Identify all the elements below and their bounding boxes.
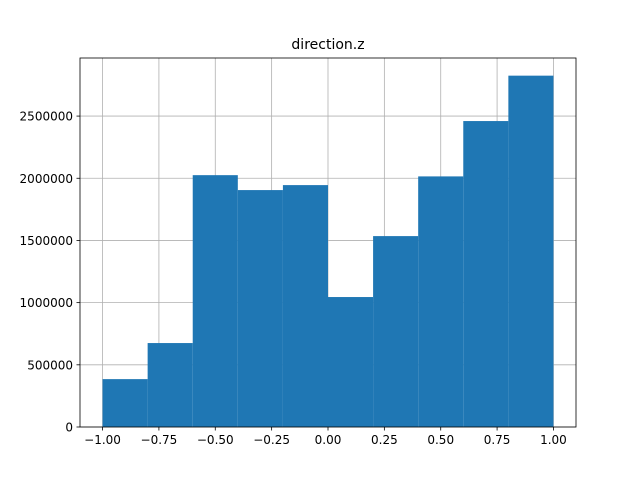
x-tick-label-4: 0.00 <box>315 433 342 447</box>
x-tick-label-2: −0.50 <box>197 433 234 447</box>
y-tick-label-2: 1000000 <box>20 296 73 310</box>
histogram-bar-4 <box>282 185 328 427</box>
histogram-bar-2 <box>192 175 238 427</box>
x-tick-label-6: 0.50 <box>427 433 454 447</box>
histogram-bars <box>102 75 554 428</box>
x-tick-label-8: 1.00 <box>540 433 567 447</box>
histogram-bar-3 <box>237 190 283 427</box>
y-tick-label-5: 2500000 <box>20 110 73 124</box>
histogram-bar-5 <box>328 297 374 427</box>
x-tick-label-1: −0.75 <box>141 433 178 447</box>
x-tick-label-7: 0.75 <box>484 433 511 447</box>
histogram-bar-6 <box>373 236 419 427</box>
histogram-bar-1 <box>147 343 193 427</box>
x-tick-label-5: 0.25 <box>371 433 398 447</box>
histogram-bar-7 <box>418 176 464 427</box>
x-tick-label-0: −1.00 <box>84 433 121 447</box>
y-tick-label-3: 1500000 <box>20 234 73 248</box>
chart-title: direction.z <box>291 37 364 53</box>
x-axis-ticks: −1.00 −0.75 −0.50 −0.25 0.00 0.25 0.50 0.75 1.00 <box>84 427 567 447</box>
histogram-bar-9 <box>508 75 554 427</box>
y-tick-label-0: 0 <box>65 421 73 435</box>
y-axis-ticks: 0 500000 1000000 1500000 2000000 2500000 <box>20 110 80 435</box>
y-tick-label-1: 500000 <box>27 358 73 372</box>
histogram-bar-8 <box>463 121 509 428</box>
x-tick-label-3: −0.25 <box>253 433 290 447</box>
histogram-bar-0 <box>102 379 148 427</box>
y-tick-label-4: 2000000 <box>20 172 73 186</box>
